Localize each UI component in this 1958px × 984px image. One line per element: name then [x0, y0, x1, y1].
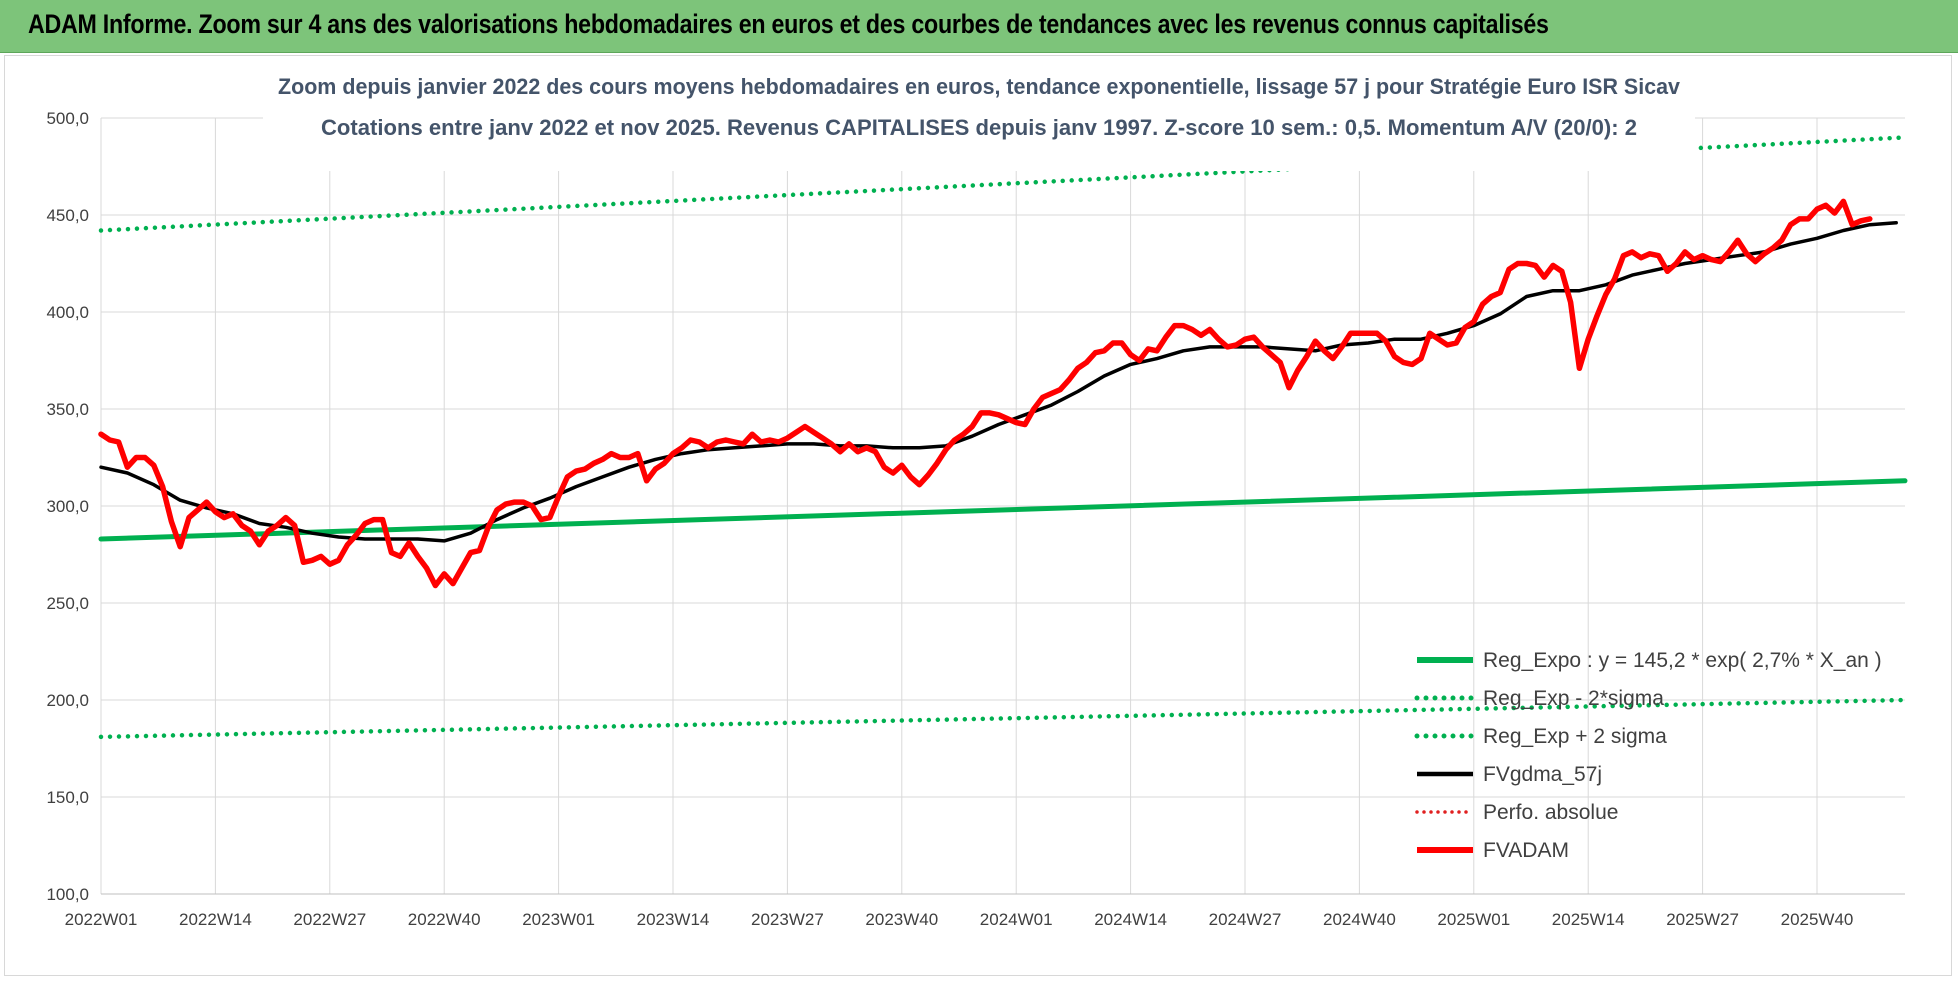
- series-line-reg-expo-y-145-2-exp-2-7-x-an: [98, 478, 1908, 542]
- y-tick-label: 150,0: [46, 788, 89, 807]
- legend-label-reg-exp-2-sigma: Reg_Exp - 2*sigma: [1483, 687, 1664, 710]
- legend-label-reg-exp-2-sigma: Reg_Exp + 2 sigma: [1483, 725, 1667, 748]
- chart-title: Zoom depuis janvier 2022 des cours moyen…: [278, 74, 1681, 99]
- y-tick-label: 300,0: [46, 497, 89, 516]
- chart-subtitle: Cotations entre janv 2022 et nov 2025. R…: [321, 115, 1637, 140]
- x-tick-label: 2024W01: [980, 910, 1053, 929]
- x-tick-label: 2023W14: [637, 910, 710, 929]
- x-tick-label: 2022W27: [293, 910, 366, 929]
- x-tick-label: 2025W01: [1437, 910, 1510, 929]
- x-tick-label: 2024W27: [1209, 910, 1282, 929]
- x-tick-label: 2023W01: [522, 910, 595, 929]
- line-chart: 100,0 150,0 200,0 250,0 300,0 350,0 400,0 450,0…: [46, 59, 1908, 929]
- x-tick-label: 2022W14: [179, 910, 252, 929]
- legend-label-fvgdma-57j: FVgdma_57j: [1483, 763, 1602, 786]
- series-layer: [98, 135, 1908, 740]
- x-gridlines: [100, 118, 1905, 895]
- y-tick-labels: 100,0 150,0 200,0 250,0 300,0 350,0 400,0 450,0…: [46, 109, 89, 904]
- x-tick-label: 2023W40: [865, 910, 938, 929]
- x-tick-label: 2024W40: [1323, 910, 1396, 929]
- legend-label-fvadam: FVADAM: [1483, 839, 1569, 862]
- y-gridlines: [101, 117, 1905, 895]
- x-tick-label: 2023W27: [751, 910, 824, 929]
- x-tick-labels: 2022W01 2022W14 2022W27 2022W40 2023W01 2023W…: [65, 910, 1854, 929]
- legend-label-reg-expo-y-145-2-exp-2-7-x-an: Reg_Expo : y = 145,2 * exp( 2,7% * X_an …: [1483, 649, 1882, 672]
- y-tick-label: 500,0: [46, 109, 89, 128]
- chart-frame: 100,0 150,0 200,0 250,0 300,0 350,0 400,0 450,0…: [4, 55, 1952, 976]
- y-tick-label: 450,0: [46, 206, 89, 225]
- series-line-reg-exp-2-sigma: [98, 697, 1908, 740]
- series-line-fvadam: [98, 198, 1873, 589]
- header-banner: ADAM Informe. Zoom sur 4 ans des valoris…: [0, 0, 1958, 53]
- legend-label-perfo-absolue: Perfo. absolue: [1483, 801, 1618, 824]
- x-tick-label: 2025W27: [1666, 910, 1739, 929]
- x-tick-label: 2025W14: [1552, 910, 1625, 929]
- y-tick-label: 100,0: [46, 885, 89, 904]
- x-tick-label: 2022W01: [65, 910, 138, 929]
- series-line-fvgdma-57j: [99, 221, 1898, 543]
- x-tick-label: 2025W40: [1781, 910, 1854, 929]
- y-tick-label: 250,0: [46, 594, 89, 613]
- legend: Reg_Expo : y = 145,2 * exp( 2,7% * X_an …: [1414, 649, 1882, 862]
- chart-title-background: [263, 59, 1695, 171]
- y-tick-label: 400,0: [46, 303, 89, 322]
- x-tick-label: 2022W40: [408, 910, 481, 929]
- x-tick-label: 2024W14: [1094, 910, 1167, 929]
- page-title: ADAM Informe. Zoom sur 4 ans des valoris…: [28, 9, 1549, 39]
- y-tick-label: 350,0: [46, 400, 89, 419]
- y-tick-label: 200,0: [46, 691, 89, 710]
